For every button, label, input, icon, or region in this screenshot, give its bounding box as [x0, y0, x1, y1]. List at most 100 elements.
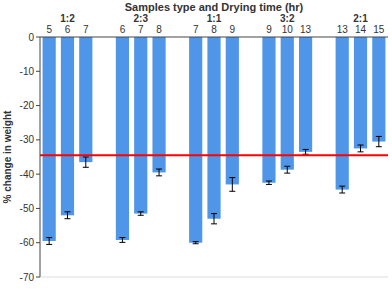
category-label: 8 — [156, 24, 162, 35]
range-end — [40, 277, 388, 278]
group-label: 1:2 — [60, 13, 75, 24]
error-cap — [138, 215, 144, 216]
error-line — [268, 181, 269, 184]
category-label: 10 — [282, 24, 294, 35]
error-line — [159, 169, 160, 176]
error-bar — [156, 169, 162, 176]
title: Samples type and Drying time (hr) — [125, 1, 304, 13]
error-cap — [229, 177, 235, 178]
error-line — [122, 238, 123, 243]
error-cap — [376, 136, 382, 137]
error-bar — [119, 238, 125, 243]
y-tick — [36, 277, 40, 278]
category-label: 9 — [266, 24, 272, 35]
error-cap — [211, 223, 217, 224]
y-tick-label: -60 — [20, 237, 35, 248]
x-axis — [40, 37, 388, 38]
chart: Samples type and Drying time (hr) % chang… — [0, 0, 392, 290]
error-cap — [119, 237, 125, 238]
error-cap — [64, 218, 70, 219]
bar — [281, 37, 294, 170]
error-line — [360, 145, 361, 152]
error-bar — [64, 212, 70, 219]
error-cap — [358, 145, 364, 146]
error-line — [140, 212, 141, 215]
category-label: 14 — [355, 24, 367, 35]
error-cap — [83, 167, 89, 168]
reference-line — [40, 154, 388, 156]
error-bar — [46, 238, 52, 245]
category-label: 13 — [300, 24, 312, 35]
error-cap — [119, 242, 125, 243]
error-cap — [376, 146, 382, 147]
bar — [116, 37, 129, 240]
error-cap — [46, 237, 52, 238]
bar — [61, 37, 74, 215]
error-line — [214, 214, 215, 224]
y-tick — [36, 71, 40, 72]
error-cap — [211, 213, 217, 214]
category-label: 15 — [373, 24, 385, 35]
error-cap — [138, 211, 144, 212]
category-label: 5 — [46, 24, 52, 35]
error-bar — [211, 214, 217, 224]
error-cap — [156, 169, 162, 170]
category-label: 6 — [65, 24, 71, 35]
y-tick-label: -40 — [20, 169, 35, 180]
category-label: 7 — [138, 24, 144, 35]
group-label: 2:1 — [353, 13, 368, 24]
error-cap — [64, 211, 70, 212]
bar — [43, 37, 56, 241]
bar — [189, 37, 202, 243]
error-cap — [284, 173, 290, 174]
error-bar — [138, 212, 144, 215]
error-cap — [284, 166, 290, 167]
error-bar — [358, 145, 364, 152]
category-label: 7 — [83, 24, 89, 35]
y-tick — [36, 208, 40, 209]
y-axis-label: % change in weight — [2, 110, 13, 203]
error-bar — [376, 136, 382, 146]
error-bar — [193, 242, 199, 244]
bar — [354, 37, 367, 148]
error-bar — [229, 178, 235, 192]
bar — [372, 37, 385, 142]
error-cap — [358, 151, 364, 152]
plot-area — [40, 37, 388, 244]
error-cap — [156, 175, 162, 176]
error-cap — [229, 191, 235, 192]
category-label: 8 — [211, 24, 217, 35]
error-cap — [193, 243, 199, 244]
error-line — [85, 157, 86, 167]
error-line — [305, 149, 306, 154]
error-line — [378, 136, 379, 146]
error-cap — [339, 193, 345, 194]
error-bar — [339, 186, 345, 193]
y-tick-label: 0 — [28, 32, 34, 43]
bar — [207, 37, 220, 219]
error-line — [49, 238, 50, 245]
category-label: 6 — [120, 24, 126, 35]
y-tick — [36, 37, 40, 38]
y-tick — [36, 174, 40, 175]
y-tick-label: -70 — [20, 272, 35, 283]
error-bar — [284, 166, 290, 173]
y-tick-label: -10 — [20, 66, 35, 77]
category-label: 7 — [193, 24, 199, 35]
y-tick — [36, 242, 40, 243]
error-line — [287, 166, 288, 173]
category-label: 13 — [337, 24, 349, 35]
error-line — [342, 186, 343, 193]
bar — [152, 37, 165, 172]
y-tick — [36, 139, 40, 140]
error-line — [232, 178, 233, 192]
error-bar — [266, 181, 272, 184]
bar — [134, 37, 147, 214]
y-tick-label: -50 — [20, 203, 35, 214]
group-label: 3:2 — [280, 13, 295, 24]
error-cap — [193, 241, 199, 242]
y-tick — [36, 105, 40, 106]
bar — [79, 37, 92, 162]
error-cap — [83, 157, 89, 158]
error-bar — [303, 149, 309, 154]
